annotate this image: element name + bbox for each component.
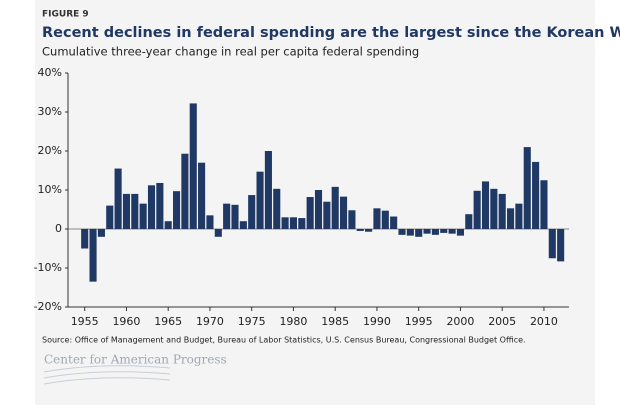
x-tick-label: 1980 bbox=[279, 315, 307, 328]
bar bbox=[139, 203, 147, 229]
y-tick-label: 30% bbox=[38, 105, 62, 118]
x-tick-label: 2005 bbox=[488, 315, 516, 328]
bar bbox=[456, 229, 464, 236]
bar bbox=[306, 197, 314, 229]
bar bbox=[114, 168, 122, 229]
x-tick-label: 1975 bbox=[238, 315, 266, 328]
chart-title: Recent declines in federal spending are … bbox=[42, 25, 620, 41]
y-tick-label: -10% bbox=[34, 261, 62, 274]
bar bbox=[198, 162, 206, 229]
bar bbox=[340, 196, 348, 229]
bar bbox=[473, 190, 481, 229]
bar bbox=[548, 229, 556, 259]
bar bbox=[122, 193, 130, 229]
bar bbox=[423, 229, 431, 234]
bar bbox=[331, 186, 339, 229]
bar bbox=[540, 180, 548, 229]
y-tick-label: 20% bbox=[38, 144, 62, 157]
source: Source: Office of Management and Budget,… bbox=[42, 336, 526, 345]
bar bbox=[465, 214, 473, 229]
x-tick-label: 1965 bbox=[154, 315, 182, 328]
x-tick-label: 1970 bbox=[196, 315, 224, 328]
bar bbox=[481, 181, 490, 229]
bar bbox=[356, 229, 364, 231]
bar bbox=[365, 229, 373, 232]
bar bbox=[373, 208, 381, 229]
bar bbox=[431, 229, 439, 235]
bar bbox=[248, 195, 256, 229]
bar bbox=[490, 188, 498, 229]
bar bbox=[156, 182, 164, 229]
x-tick-label: 1995 bbox=[405, 315, 433, 328]
bar bbox=[507, 208, 515, 229]
x-tick-label: 1990 bbox=[363, 315, 391, 328]
chart-subtitle: Cumulative three-year change in real per… bbox=[42, 45, 419, 59]
y-tick-label: -20% bbox=[34, 300, 62, 313]
bar bbox=[314, 190, 323, 229]
x-tick-label: 1955 bbox=[71, 315, 99, 328]
bar bbox=[164, 221, 172, 229]
bar bbox=[206, 215, 214, 229]
bar bbox=[398, 229, 406, 235]
x-tick-label: 2000 bbox=[446, 315, 474, 328]
bar bbox=[323, 201, 331, 229]
bar bbox=[532, 161, 540, 229]
bar bbox=[106, 205, 114, 229]
bar bbox=[131, 193, 139, 229]
y-tick-label: 0 bbox=[55, 222, 62, 235]
bar bbox=[281, 217, 289, 229]
bar bbox=[406, 229, 414, 236]
y-tick-label: 10% bbox=[38, 183, 62, 196]
bar bbox=[273, 188, 281, 229]
y-tick-label: 40% bbox=[38, 66, 62, 79]
bar bbox=[223, 203, 231, 229]
bar bbox=[390, 216, 398, 229]
x-tick-label: 1960 bbox=[112, 315, 140, 328]
bar bbox=[181, 153, 189, 229]
bar bbox=[256, 171, 264, 229]
bar bbox=[231, 204, 239, 229]
bar bbox=[557, 229, 565, 262]
bar bbox=[381, 210, 389, 229]
bar bbox=[448, 229, 456, 234]
bar bbox=[264, 151, 272, 229]
bar bbox=[89, 229, 97, 282]
bar bbox=[147, 185, 156, 229]
bar bbox=[498, 193, 506, 229]
bar bbox=[348, 210, 356, 229]
bar bbox=[97, 229, 105, 237]
bar bbox=[214, 229, 222, 237]
bar bbox=[298, 218, 306, 229]
bar bbox=[415, 229, 423, 237]
bar bbox=[239, 221, 247, 229]
logo: Center for American Progress bbox=[44, 353, 227, 367]
bar bbox=[81, 229, 89, 249]
x-tick-label: 1985 bbox=[321, 315, 349, 328]
figure-label: FIGURE 9 bbox=[42, 10, 89, 20]
x-tick-label: 2010 bbox=[530, 315, 558, 328]
bar bbox=[440, 229, 448, 233]
bar bbox=[515, 203, 523, 229]
logo-flag bbox=[43, 365, 171, 385]
bar bbox=[523, 147, 531, 229]
bar bbox=[289, 217, 297, 229]
bar bbox=[189, 103, 197, 229]
bar bbox=[173, 191, 181, 229]
